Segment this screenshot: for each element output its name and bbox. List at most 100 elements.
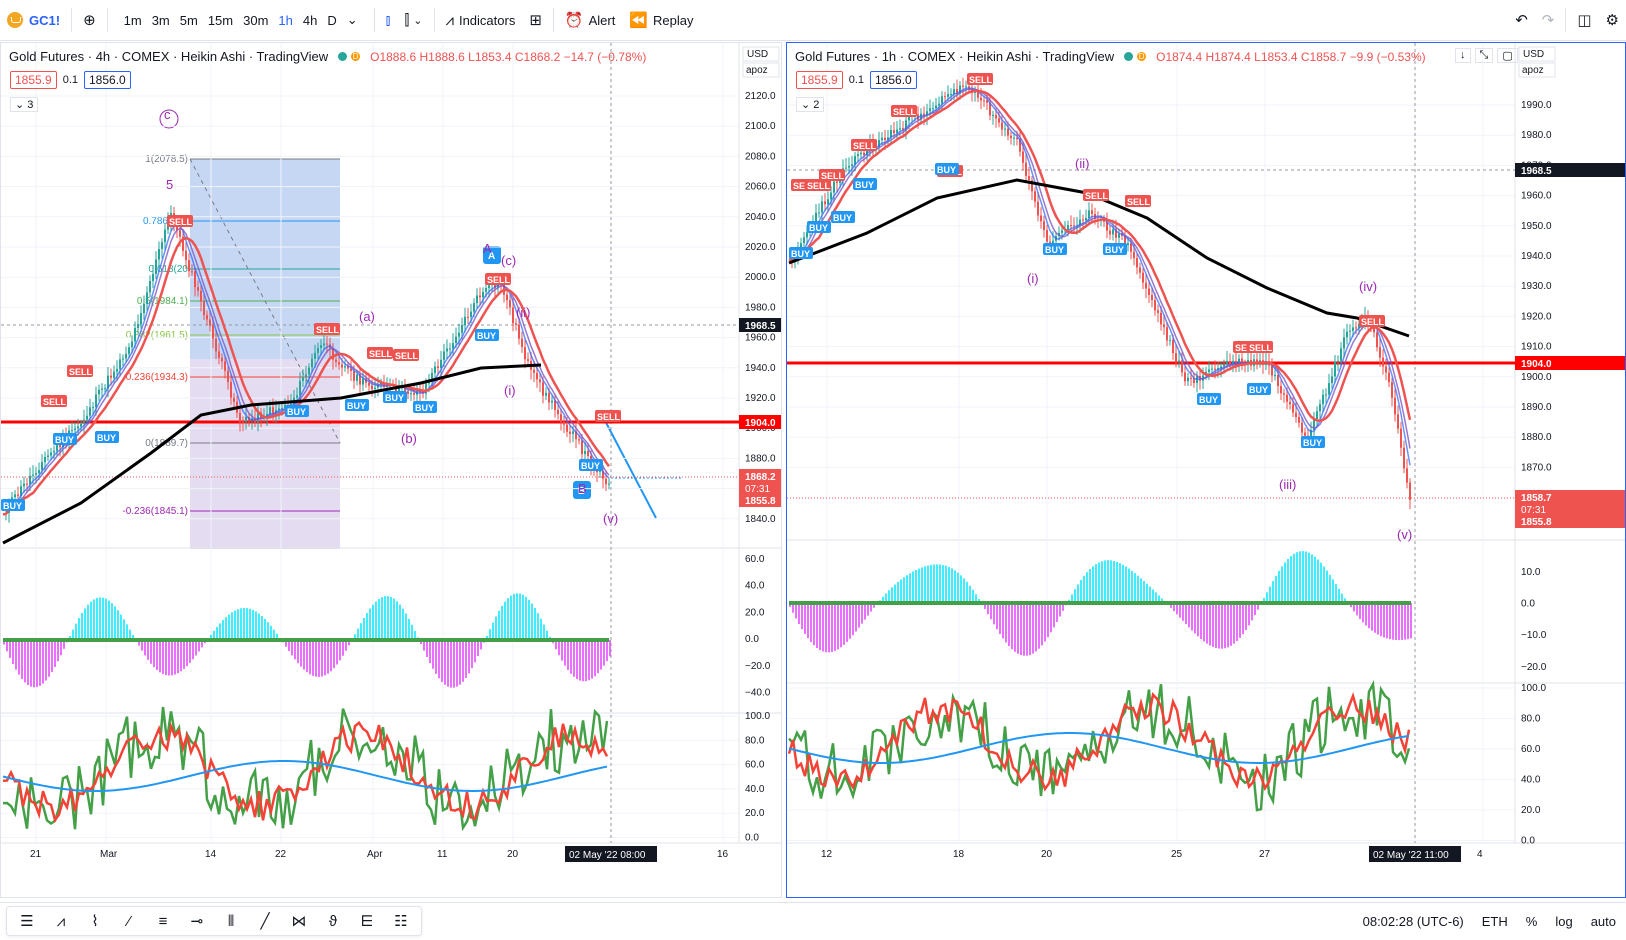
trend-line-icon[interactable]: ╱ bbox=[249, 908, 281, 934]
oscillator-bar bbox=[411, 625, 413, 640]
oscillator-bar bbox=[51, 640, 53, 672]
right-chart-pane[interactable]: 1990.01980.01970.01960.01950.01940.01930… bbox=[786, 42, 1626, 898]
oscillator-bar bbox=[1251, 603, 1253, 620]
maximize-icon[interactable]: ▢ bbox=[1497, 48, 1517, 63]
oscillator-bar bbox=[447, 640, 449, 687]
right-indicator-toggle[interactable]: ⌄ 2 bbox=[796, 97, 824, 112]
oscillator-bar bbox=[1203, 603, 1205, 641]
candle-body bbox=[191, 271, 193, 272]
session-selector[interactable]: ETH bbox=[1482, 914, 1508, 929]
oscillator-bar bbox=[372, 605, 374, 640]
oscillator-bar bbox=[114, 606, 116, 640]
chevron-down-icon[interactable]: ⌄ bbox=[342, 12, 363, 28]
left-chart-title[interactable]: Gold Futures · 4h · COMEX · Heikin Ashi … bbox=[9, 49, 328, 64]
layout-templates-button[interactable]: ⊞ bbox=[522, 0, 549, 41]
elliott-wave-label: (i) bbox=[504, 383, 516, 398]
oscillator-bar bbox=[270, 626, 272, 640]
timeframe-4h[interactable]: 4h bbox=[298, 13, 322, 28]
candle-body bbox=[152, 274, 154, 281]
oscillator-bar bbox=[1038, 603, 1040, 649]
elliott-wave-label: (ii) bbox=[1075, 156, 1089, 171]
oscillator-bar bbox=[252, 610, 254, 640]
xabcd-pattern-icon[interactable]: ⋈ bbox=[283, 908, 315, 934]
oscillator-bar bbox=[303, 640, 305, 670]
timeframe-1m[interactable]: 1m bbox=[119, 13, 147, 28]
sell-signal-label: SELL bbox=[1085, 191, 1109, 201]
oscillator-bar bbox=[180, 640, 182, 671]
candle-body bbox=[320, 345, 322, 348]
left-ohlc-values: O1888.6 H1888.6 L1853.4 C1868.2 −14.7 (−… bbox=[370, 50, 646, 64]
price-tick-label: 1880.0 bbox=[1521, 432, 1552, 443]
candle-body bbox=[545, 393, 547, 396]
sell-price-button[interactable]: 1855.9 bbox=[796, 71, 843, 89]
buy-price-button[interactable]: 1856.0 bbox=[870, 71, 917, 89]
symbol-search[interactable]: GC1! bbox=[0, 0, 67, 41]
left-chart-canvas[interactable]: 1(2078.5)0.786(2030.618(200.5(1984.1)0.3… bbox=[1, 43, 782, 898]
buy-signal-label: BUY bbox=[1199, 395, 1218, 405]
percent-toggle[interactable]: % bbox=[1526, 914, 1538, 929]
timeframe-3m[interactable]: 3m bbox=[147, 13, 175, 28]
gear-icon: ⚙ bbox=[1606, 11, 1619, 29]
candle-body bbox=[947, 94, 949, 97]
curve-icon[interactable]: ϑ bbox=[317, 908, 349, 934]
candle-body bbox=[1340, 348, 1342, 361]
candle-body bbox=[230, 382, 232, 398]
select-layout-button[interactable]: ◫ bbox=[1570, 0, 1598, 41]
timeframe-15m[interactable]: 15m bbox=[203, 13, 238, 28]
arrow-down-icon[interactable]: ↓ bbox=[1455, 48, 1471, 63]
parallel-channel-icon[interactable]: ⋿ bbox=[351, 908, 383, 934]
undo-button[interactable]: ↶ bbox=[1508, 0, 1535, 41]
elliott-wave-icon[interactable]: ⌇ bbox=[79, 908, 111, 934]
right-chart-canvas[interactable]: 1990.01980.01970.01960.01950.01940.01930… bbox=[787, 43, 1626, 898]
clock[interactable]: 08:02:28 (UTC-6) bbox=[1363, 914, 1464, 929]
auto-toggle[interactable]: auto bbox=[1591, 914, 1616, 929]
alert-label: Alert bbox=[589, 13, 616, 28]
timeframe-d[interactable]: D bbox=[322, 13, 341, 28]
candle-body bbox=[1325, 394, 1327, 395]
rsi-tick-label: 60.0 bbox=[745, 760, 765, 771]
oscillator-bar bbox=[861, 603, 863, 624]
oscillator-bar bbox=[918, 569, 920, 603]
indicators-button[interactable]: ⩘ Indicators bbox=[439, 0, 523, 41]
oscillator-bar bbox=[897, 582, 899, 603]
log-toggle[interactable]: log bbox=[1555, 914, 1572, 929]
timeframe-1h[interactable]: 1h bbox=[273, 13, 297, 28]
oscillator-tick-label: −10.0 bbox=[1521, 630, 1547, 641]
settings-lines-icon[interactable]: ☷ bbox=[385, 908, 417, 934]
oscillator-bar bbox=[597, 640, 599, 673]
fib-retracement-icon[interactable]: ≡ bbox=[147, 908, 179, 934]
oscillator-bar bbox=[1404, 603, 1406, 640]
oscillator-bar bbox=[1059, 603, 1061, 616]
alert-button[interactable]: ⏰ Alert bbox=[558, 0, 622, 41]
trend-angle-icon[interactable]: ⁄ bbox=[113, 908, 145, 934]
right-chart-title[interactable]: Gold Futures · 1h · COMEX · Heikin Ashi … bbox=[795, 49, 1114, 64]
oscillator-bar bbox=[477, 640, 479, 656]
candle-body bbox=[1118, 234, 1120, 238]
timeframe-30m[interactable]: 30m bbox=[238, 13, 273, 28]
rsi-tick-label: 0.0 bbox=[745, 833, 759, 844]
bar-style-button[interactable]: ⫾ bbox=[379, 0, 398, 41]
left-indicator-toggle[interactable]: ⌄ 3 bbox=[10, 97, 38, 112]
timeframe-5m[interactable]: 5m bbox=[175, 13, 203, 28]
buy-signal-label: BUY bbox=[791, 249, 810, 259]
vertical-lines-icon[interactable]: ⦀ bbox=[215, 908, 247, 934]
replay-button[interactable]: ⏪ Replay bbox=[622, 0, 700, 41]
oscillator-bar bbox=[366, 613, 368, 640]
abc-pattern-icon[interactable]: ⩘ bbox=[45, 908, 77, 934]
oscillator-bar bbox=[1050, 603, 1052, 632]
candle-body bbox=[1037, 202, 1039, 216]
collapse-icon[interactable]: ⤡ bbox=[1475, 48, 1494, 63]
settings-button[interactable]: ⚙ bbox=[1599, 0, 1626, 41]
candle-body bbox=[458, 333, 460, 337]
sell-price-button[interactable]: 1855.9 bbox=[10, 71, 57, 89]
chart-type-button[interactable]: ⫿ ⌄ bbox=[397, 0, 429, 41]
oscillator-bar bbox=[1104, 560, 1106, 603]
candle-body bbox=[17, 494, 19, 495]
horizontal-ray-icon[interactable]: ⊸ bbox=[181, 908, 213, 934]
buy-price-button[interactable]: 1856.0 bbox=[84, 71, 131, 89]
oscillator-bar bbox=[1080, 580, 1082, 603]
menu-lines-icon[interactable]: ☰ bbox=[11, 908, 43, 934]
compare-symbol-button[interactable]: ⊕ bbox=[76, 0, 103, 41]
redo-button[interactable]: ↷ bbox=[1535, 0, 1562, 41]
